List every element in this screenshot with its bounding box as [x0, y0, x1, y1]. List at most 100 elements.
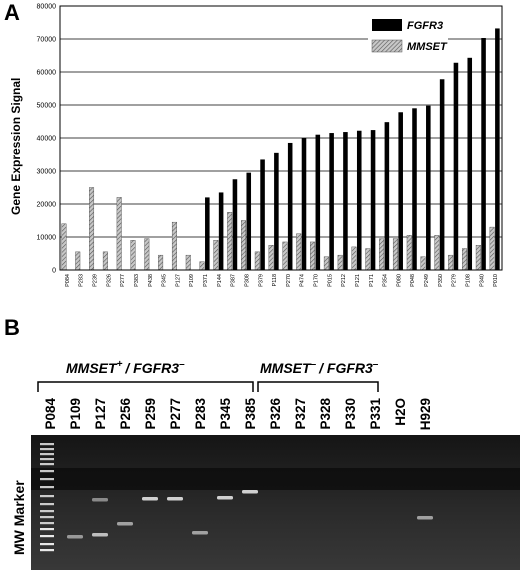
category-label: P279: [452, 274, 458, 287]
y-tick-label: 30000: [37, 169, 57, 176]
category-label: P048: [410, 274, 416, 287]
plot-frame: [59, 5, 503, 271]
bar-fgfr3: [426, 105, 431, 270]
category-label: P239: [93, 274, 99, 287]
lane-label: P330: [343, 398, 358, 430]
bar-fgfr3: [205, 197, 210, 270]
category-label: P144: [217, 274, 223, 287]
category-label: P108: [465, 274, 471, 287]
lane-label: P328: [318, 398, 333, 430]
bar-fgfr3: [453, 62, 459, 271]
bar-mmset: [296, 233, 302, 271]
legend-swatch-fgfr3: [372, 19, 402, 31]
bar-mmset: [171, 221, 177, 271]
bar-fgfr3: [232, 179, 238, 270]
lane-label: P084: [43, 398, 58, 430]
lane-labels: P084 P109 P127 P256 P259 P277 P283 P345 P385 P326…: [43, 398, 433, 431]
bar-mmset: [75, 251, 81, 271]
bar-mmset: [323, 256, 329, 271]
lane-label: H2O: [393, 398, 408, 426]
bar-mmset: [158, 254, 164, 271]
ladder-band: [40, 549, 54, 552]
bar-fgfr3: [412, 108, 417, 270]
bar-mmset: [268, 245, 274, 271]
lane-label: P256: [118, 398, 133, 430]
category-label: P350: [438, 274, 444, 287]
pcr-band: [192, 531, 208, 535]
bar-fgfr3: [467, 57, 473, 271]
category-label: P121: [355, 274, 361, 287]
bar-fgfr3: [343, 132, 348, 270]
ladder-band: [40, 478, 54, 481]
bar-mmset: [420, 256, 426, 271]
ladder-band: [40, 503, 54, 506]
legend-label-mmset: MMSET: [407, 41, 448, 53]
bar-mmset: [379, 238, 385, 271]
bar-fgfr3: [218, 192, 224, 270]
y-tick-label: 70000: [37, 37, 57, 44]
bar-mmset: [310, 241, 316, 271]
group2-label: MMSET– / FGFR3–: [260, 359, 379, 376]
bar-fgfr3: [356, 130, 362, 270]
ladder-band: [40, 448, 54, 451]
category-label: P438: [148, 274, 154, 287]
gel-bands: [67, 490, 433, 539]
ladder-band: [40, 535, 54, 538]
ladder-band: [40, 522, 54, 525]
bar-series: [61, 28, 500, 271]
bar-mmset: [116, 197, 122, 271]
pcr-band: [417, 516, 433, 520]
bar-mmset: [365, 248, 371, 271]
legend-label-fgfr3: FGFR3: [407, 20, 443, 32]
category-label: P371: [203, 274, 209, 287]
category-label: P212: [341, 274, 347, 287]
category-label: P010: [493, 274, 499, 287]
bar-mmset: [213, 240, 219, 271]
y-tick-label: 20000: [37, 202, 57, 209]
bar-mmset: [392, 238, 398, 271]
ladder-band: [40, 443, 54, 446]
group2-bracket: [257, 381, 379, 392]
y-tick-label: 0: [52, 268, 56, 275]
ladder-band: [40, 516, 54, 519]
pcr-band: [67, 535, 83, 539]
group1-label: MMSET+ / FGFR3–: [66, 359, 185, 376]
bar-fgfr3: [370, 130, 376, 270]
y-tick-label: 40000: [37, 136, 57, 143]
category-label: P387: [231, 274, 237, 287]
category-label: P277: [120, 274, 126, 287]
gridlines: [60, 38, 502, 238]
category-label: P127: [175, 274, 181, 287]
category-label: P326: [106, 274, 112, 287]
y-tick-label: 80000: [37, 4, 57, 11]
ladder-band: [40, 543, 54, 546]
bar-fgfr3: [246, 172, 252, 270]
pcr-band: [92, 498, 108, 502]
lane-label: P283: [193, 398, 208, 430]
pcr-band: [217, 496, 233, 500]
ladder-band: [40, 528, 54, 531]
category-label: P118: [272, 274, 278, 286]
category-label: P379: [258, 274, 264, 287]
pcr-band: [167, 497, 183, 501]
panel-b-label: B: [4, 315, 20, 340]
ladder-band: [40, 486, 54, 489]
legend-swatch-mmset: [371, 39, 403, 53]
category-label: P015: [327, 274, 333, 287]
category-label: P345: [162, 274, 168, 287]
bar-mmset: [89, 187, 95, 271]
group1-bracket: [37, 381, 254, 392]
category-label: P308: [244, 274, 250, 287]
bar-mmset: [475, 245, 481, 271]
category-label: P170: [314, 274, 320, 287]
bar-mmset: [102, 251, 108, 271]
bar-mmset: [144, 238, 150, 271]
y-tick-labels: 0 10000 20000 30000 40000 50000 60000 70000 8000…: [37, 4, 57, 275]
ladder-band: [40, 458, 54, 461]
mw-marker-ladder: [40, 443, 54, 552]
bar-mmset: [227, 212, 233, 271]
y-tick-label: 60000: [37, 70, 57, 77]
bar-fgfr3: [287, 142, 293, 270]
gel-dark-band: [31, 468, 520, 490]
